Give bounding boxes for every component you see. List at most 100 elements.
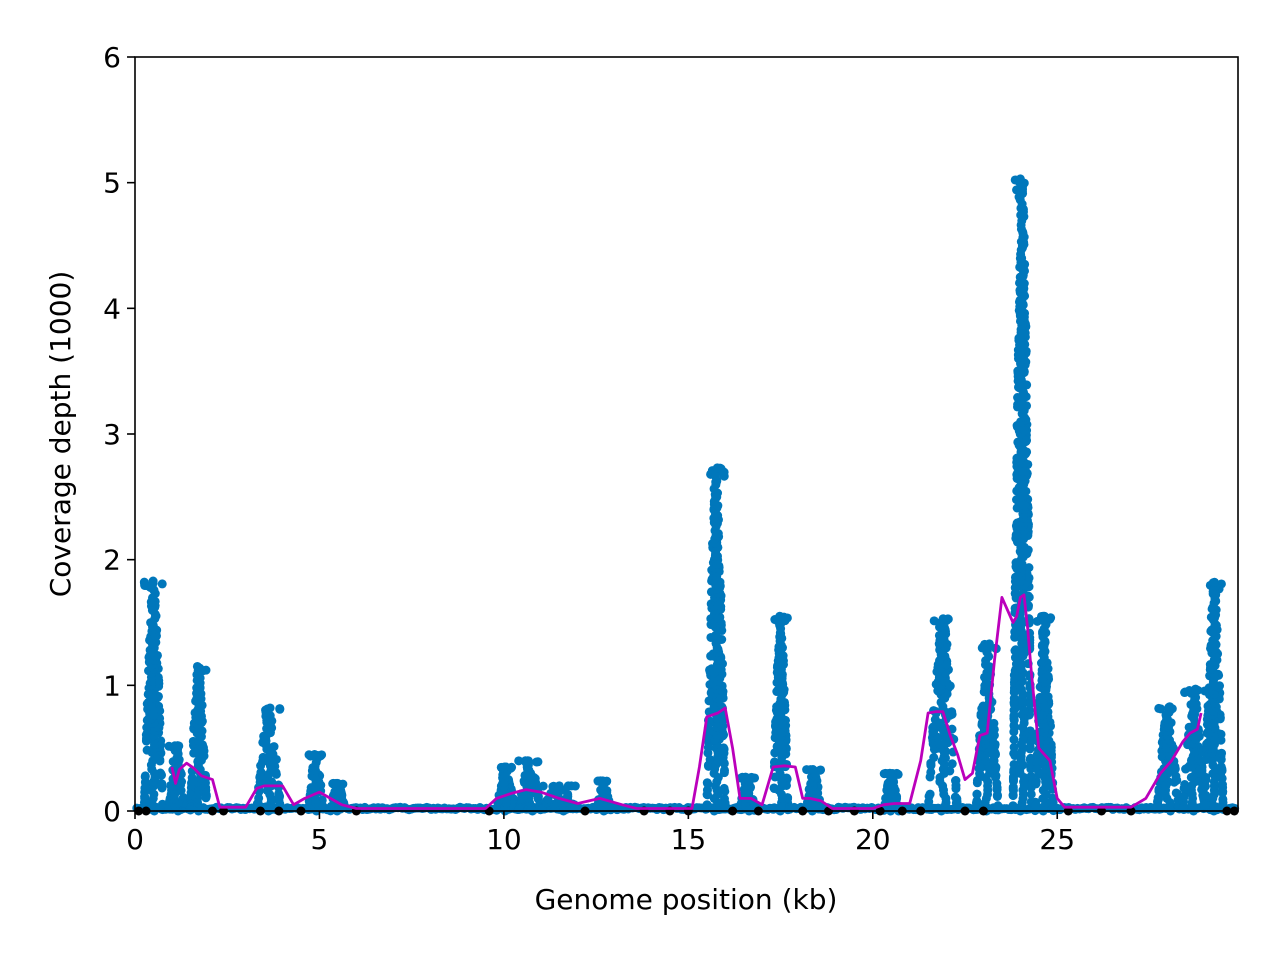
coverage-point (1009, 742, 1019, 752)
y-tick-label: 1 (103, 669, 121, 702)
coverage-point (719, 765, 729, 775)
coverage-peak (768, 611, 793, 816)
coverage-point (1048, 798, 1058, 808)
coverage-point (703, 748, 713, 758)
coverage-point (1009, 711, 1019, 721)
coverage-point (972, 796, 982, 806)
coverage-point (1165, 702, 1175, 712)
coverage-point (1210, 577, 1220, 587)
coverage-point (1179, 792, 1189, 802)
coverage-point (554, 781, 564, 791)
coverage-point (992, 779, 1002, 789)
coverage-point (310, 749, 320, 759)
x-tick-label: 25 (1039, 823, 1075, 856)
y-tick-label: 0 (103, 795, 121, 828)
coverage-point (951, 781, 961, 791)
coverage-point (1201, 774, 1211, 784)
y-tick-label: 3 (103, 418, 121, 451)
coverage-point (1201, 790, 1211, 800)
coverage-point (924, 791, 934, 801)
coverage-point (1031, 779, 1041, 789)
smoothed-coverage-line (170, 593, 1203, 810)
y-axis-label: Coverage depth (1000) (44, 271, 77, 598)
coverage-point (265, 703, 275, 713)
coverage-point (702, 778, 712, 788)
coverage-point (941, 660, 951, 670)
coverage-point (1026, 789, 1036, 799)
coverage-point (929, 752, 939, 762)
coverage-point (1008, 774, 1018, 784)
coverage-point (1025, 699, 1035, 709)
coverage-point (741, 772, 751, 782)
coverage-point (1008, 791, 1018, 801)
y-axis: 0 1 2 3 4 5 6 (103, 41, 135, 828)
coverage-point (1216, 729, 1226, 739)
coverage-point (514, 756, 524, 766)
coverage-point (1009, 687, 1019, 697)
coverage-peak (185, 661, 211, 816)
x-tick-label: 5 (311, 823, 329, 856)
coverage-point (254, 793, 264, 803)
coverage-point (808, 765, 818, 775)
coverage-point (1009, 700, 1019, 710)
coverage-peak (736, 772, 760, 816)
coverage-peak (924, 614, 962, 816)
coverage-point (933, 732, 943, 742)
coverage-point (1031, 800, 1041, 810)
coverage-point (1025, 754, 1035, 764)
y-tick-label: 2 (103, 544, 121, 577)
coverage-point (1180, 688, 1190, 698)
coverage-point (947, 759, 957, 769)
coverage-point (984, 639, 994, 649)
coverage-peak (252, 703, 285, 816)
coverage-point (572, 804, 582, 814)
coverage-point (1153, 793, 1163, 803)
coverage-point (1009, 727, 1019, 737)
coverage-point (1015, 174, 1025, 184)
coverage-point (770, 748, 780, 758)
coverage-point (523, 756, 533, 766)
coverage-point (938, 614, 948, 624)
coverage-point (1200, 800, 1210, 810)
coverage-peak (702, 463, 730, 816)
coverage-peak (139, 576, 168, 816)
x-tick-label: 20 (855, 823, 891, 856)
coverage-point (331, 778, 341, 788)
coverage-point (885, 768, 895, 778)
coverage-peak (537, 781, 582, 816)
coverage-point (720, 798, 730, 808)
coverage-point (941, 643, 951, 653)
coverage-point (157, 579, 167, 589)
coverage-point (992, 790, 1002, 800)
coverage-point (720, 786, 730, 796)
coverage-point (1046, 613, 1056, 623)
coverage-point (952, 797, 962, 807)
coverage-point (934, 739, 944, 749)
coverage-point (702, 802, 712, 812)
coverage-point (1009, 735, 1019, 745)
coverage-point (538, 781, 548, 791)
coverage-point (256, 767, 266, 777)
coverage-point (1049, 805, 1059, 815)
coverage-point (1154, 703, 1164, 713)
coverage-point (531, 757, 541, 767)
x-tick-label: 15 (671, 823, 707, 856)
coverage-peak (514, 756, 546, 816)
coverage-point (274, 791, 284, 801)
coverage-point (1038, 611, 1048, 621)
x-axis-label: Genome position (kb) (535, 883, 838, 916)
coverage-point (993, 801, 1003, 811)
coverage-point (1025, 737, 1035, 747)
coverage-point (926, 760, 936, 770)
coverage-peak (1153, 702, 1184, 816)
coverage-point (972, 789, 982, 799)
x-tick-label: 0 (126, 823, 144, 856)
y-tick-label: 5 (103, 167, 121, 200)
coverage-point (1218, 794, 1228, 804)
coverage-point (201, 793, 211, 803)
coverage-point (164, 741, 174, 751)
coverage-point (702, 785, 712, 795)
coverage-point (140, 771, 150, 781)
coverage-peak (802, 765, 826, 816)
